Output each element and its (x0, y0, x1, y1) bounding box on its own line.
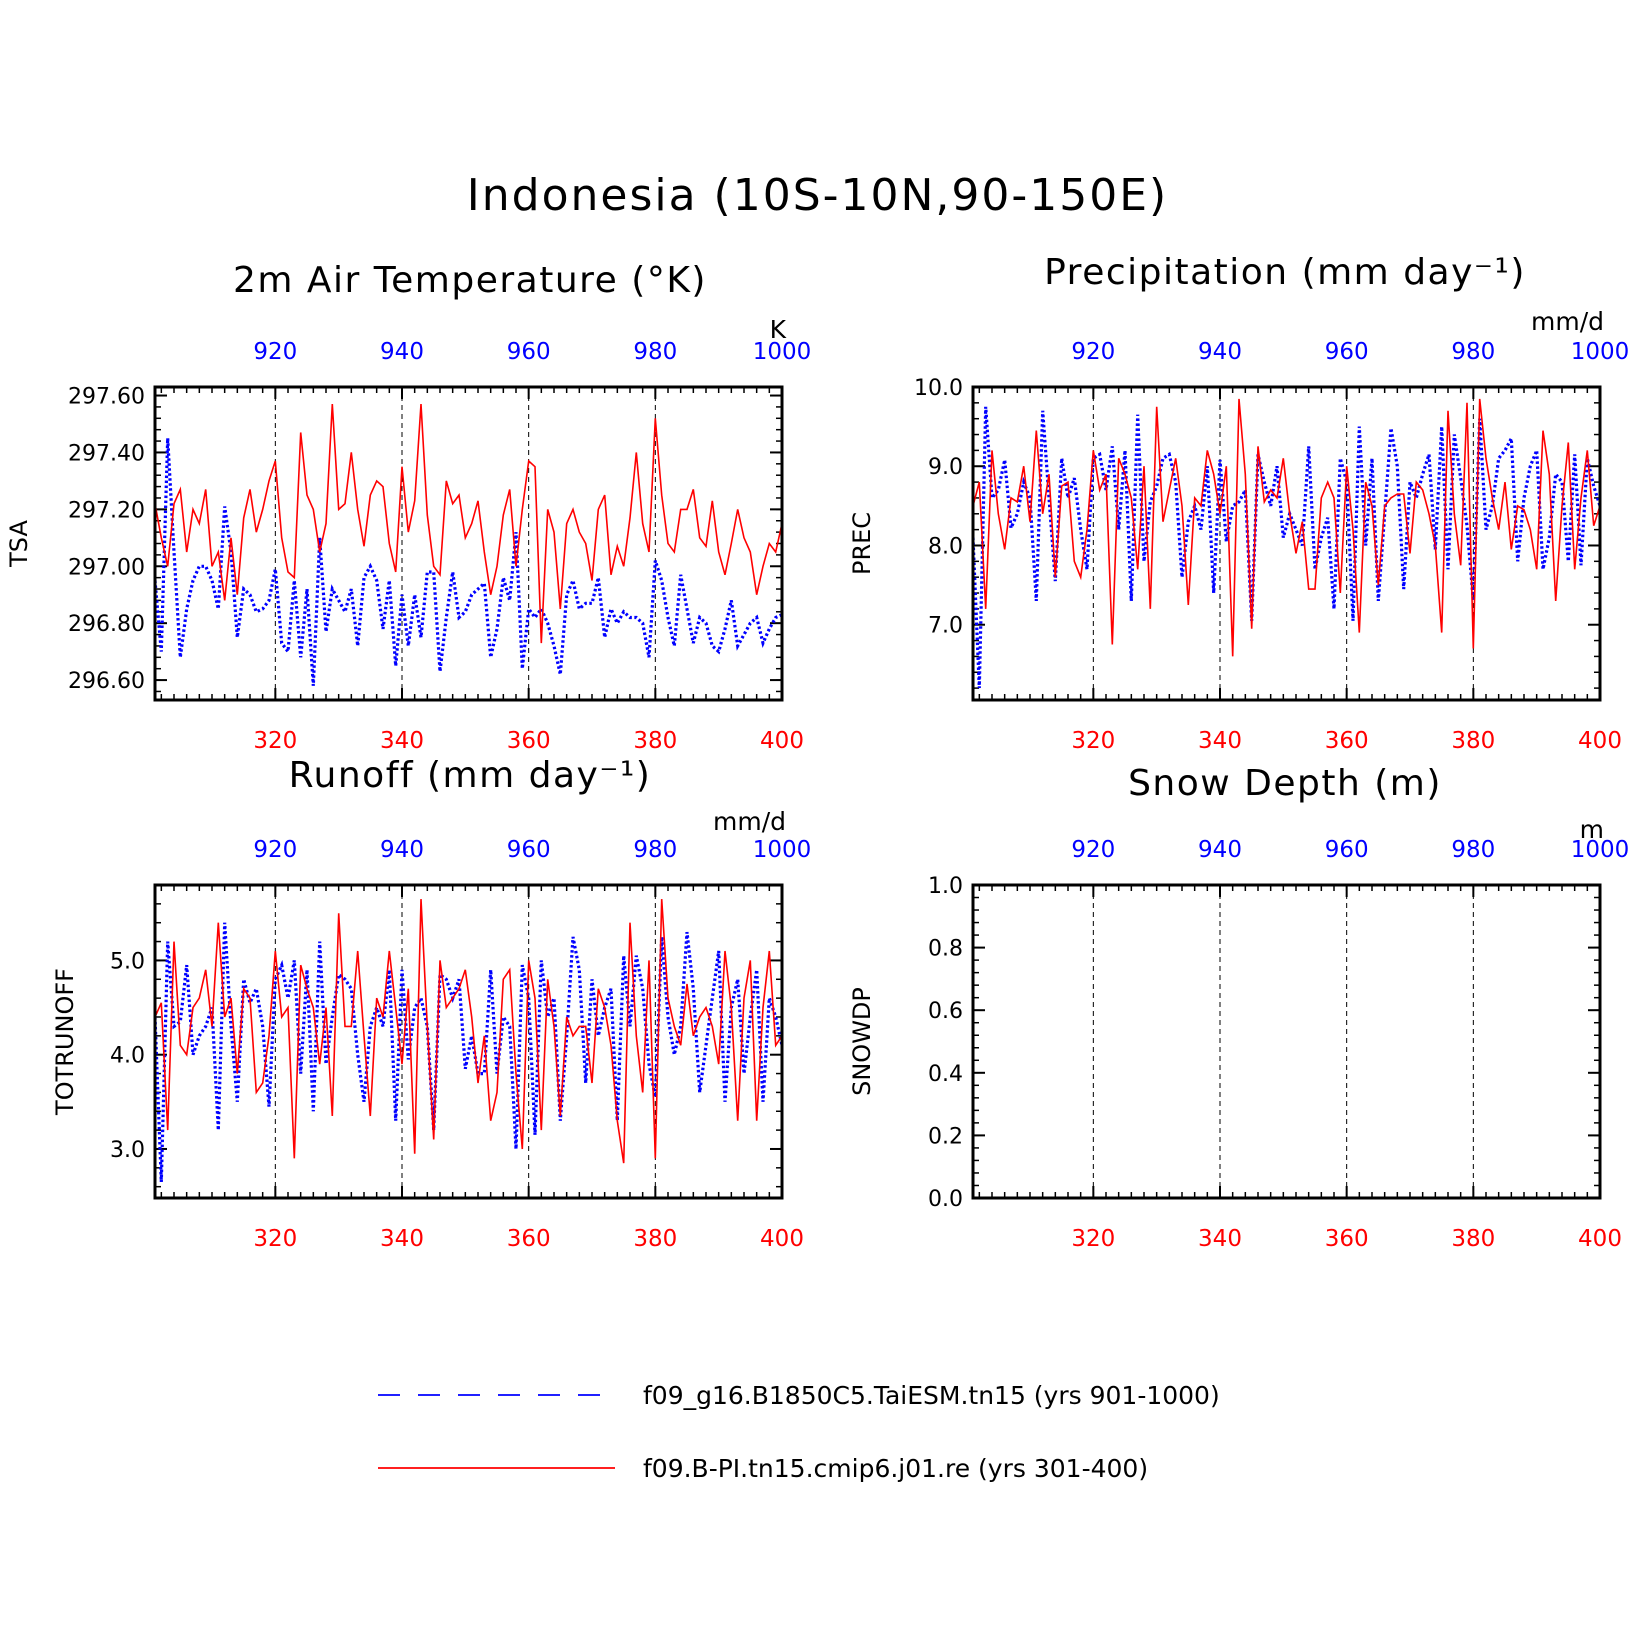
x-bottom-tick-label: 380 (633, 728, 677, 754)
y-tick-label: 296.80 (68, 612, 145, 637)
x-top-tick-label: 980 (1451, 339, 1495, 365)
x-top-tick-label: 960 (1325, 339, 1369, 365)
panel-title: 2m Air Temperature (°K) (233, 260, 707, 301)
x-top-tick-label: 980 (633, 837, 677, 863)
x-top-tick-label: 1000 (1571, 837, 1630, 863)
plot-frame (971, 385, 1602, 702)
y-axis-label: TOTRUNOFF (51, 968, 79, 1116)
x-bottom-tick-label: 360 (507, 728, 551, 754)
x-bottom-tick-label: 340 (380, 1226, 424, 1252)
x-bottom-tick-label: 320 (1071, 1226, 1115, 1252)
panel-snowdp: Snow Depth (m) m 320 340 360 380 400 920 940 960 9… (848, 763, 1629, 1252)
legend-label: f09.B-PI.tn15.cmip6.j01.re (yrs 301-400) (643, 1454, 1148, 1483)
x-bottom-tick-label: 380 (1451, 728, 1495, 754)
y-tick-label: 10.0 (914, 376, 963, 401)
unit-label: K (770, 315, 787, 344)
unit-label: m (1580, 815, 1604, 844)
series-line-control (973, 398, 1600, 657)
x-top-tick-label: 980 (1451, 837, 1495, 863)
y-tick-label: 0.6 (928, 999, 963, 1024)
series-line-case (155, 922, 782, 1183)
plot-frame (971, 883, 1602, 1200)
x-top-tick-label: 920 (1071, 339, 1115, 365)
x-top-tick-label: 920 (253, 837, 297, 863)
x-bottom-tick-label: 400 (1578, 1226, 1622, 1252)
x-bottom-tick-label: 360 (1325, 1226, 1369, 1252)
x-bottom-tick-label: 320 (1071, 728, 1115, 754)
x-top-tick-label: 940 (380, 339, 424, 365)
y-tick-label: 5.0 (110, 949, 145, 974)
y-tick-label: 297.00 (68, 555, 145, 580)
y-tick-label: 3.0 (110, 1138, 145, 1163)
x-top-tick-label: 980 (633, 339, 677, 365)
y-tick-label: 0.4 (928, 1062, 963, 1087)
panel-title: Precipitation (mm day⁻¹) (1044, 252, 1526, 293)
y-tick-label: 4.0 (110, 1044, 145, 1069)
x-bottom-tick-label: 340 (380, 728, 424, 754)
y-tick-label: 297.20 (68, 498, 145, 523)
x-top-tick-label: 920 (253, 339, 297, 365)
plot-frame (153, 385, 784, 702)
panel-tsa: 2m Air Temperature (°K) K 320 340 360 380 400 9… (5, 260, 811, 754)
x-top-tick-label: 960 (507, 837, 551, 863)
legend-label: f09_g16.B1850C5.TaiESM.tn15 (yrs 901-100… (643, 1381, 1220, 1410)
y-axis-label: PREC (848, 512, 876, 575)
y-tick-label: 0.2 (928, 1124, 963, 1149)
figure-title: Indonesia (10S-10N,90-150E) (466, 170, 1169, 221)
x-bottom-tick-label: 340 (1198, 728, 1242, 754)
x-top-tick-label: 1000 (753, 339, 812, 365)
x-top-tick-label: 920 (1071, 837, 1115, 863)
y-tick-label: 296.60 (68, 669, 145, 694)
plot-frame (153, 883, 784, 1200)
x-top-tick-label: 960 (1325, 837, 1369, 863)
series-line-control (155, 404, 782, 644)
x-top-tick-label: 940 (380, 837, 424, 863)
y-tick-label: 0.0 (928, 1187, 963, 1212)
x-bottom-tick-label: 360 (1325, 728, 1369, 754)
y-tick-label: 1.0 (928, 874, 963, 899)
panel-title: Snow Depth (m) (1128, 763, 1442, 804)
x-bottom-tick-label: 360 (507, 1226, 551, 1252)
x-bottom-tick-label: 400 (760, 1226, 804, 1252)
x-top-tick-label: 960 (507, 339, 551, 365)
y-axis-label: SNOWDP (848, 987, 876, 1096)
y-tick-label: 9.0 (928, 455, 963, 480)
x-bottom-tick-label: 320 (253, 1226, 297, 1252)
y-axis-label: TSA (5, 520, 33, 568)
x-bottom-tick-label: 400 (1578, 728, 1622, 754)
unit-label: mm/d (1531, 307, 1604, 336)
x-top-tick-label: 1000 (753, 837, 812, 863)
y-tick-label: 7.0 (928, 614, 963, 639)
x-top-tick-label: 940 (1198, 339, 1242, 365)
x-top-tick-label: 1000 (1571, 339, 1630, 365)
series-line-case (155, 438, 782, 686)
x-bottom-tick-label: 380 (633, 1226, 677, 1252)
panel-runoff: Runoff (mm day⁻¹) mm/d 320 340 360 380 400 920 9… (51, 755, 811, 1252)
unit-label: mm/d (713, 807, 786, 836)
x-bottom-tick-label: 380 (1451, 1226, 1495, 1252)
y-tick-label: 8.0 (928, 534, 963, 559)
y-tick-label: 297.60 (68, 385, 145, 410)
y-tick-label: 297.40 (68, 441, 145, 466)
panel-title: Runoff (mm day⁻¹) (289, 755, 652, 796)
x-bottom-tick-label: 340 (1198, 1226, 1242, 1252)
x-bottom-tick-label: 400 (760, 728, 804, 754)
y-tick-label: 0.8 (928, 937, 963, 962)
legend: f09_g16.B1850C5.TaiESM.tn15 (yrs 901-100… (378, 1381, 1220, 1483)
series-line-control (155, 899, 782, 1164)
series-line-case (973, 406, 1600, 689)
x-top-tick-label: 940 (1198, 837, 1242, 863)
panel-prec: Precipitation (mm day⁻¹)mm/d 320 340 360 380… (848, 252, 1629, 754)
x-bottom-tick-label: 320 (253, 728, 297, 754)
